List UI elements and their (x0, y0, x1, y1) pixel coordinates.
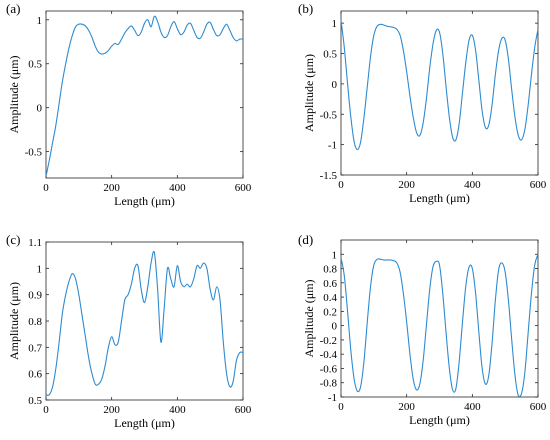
x-tick-label: 600 (235, 182, 252, 194)
series-line-0 (340, 254, 539, 398)
y-tick-label: -0.4 (320, 349, 338, 361)
panel-label: (b) (298, 1, 313, 16)
x-tick-label: 400 (464, 179, 481, 191)
y-tick-label: 0.2 (323, 306, 337, 318)
y-axis-label: Amplitude (μm) (7, 282, 21, 360)
y-tick-label: 0.6 (323, 278, 337, 290)
x-tick-label: 600 (530, 401, 547, 413)
plot-frame (340, 10, 539, 176)
series-line-0 (45, 15, 244, 177)
y-tick-label: -0.5 (25, 147, 43, 159)
x-tick-label: 200 (103, 182, 120, 194)
x-tick-label: 200 (398, 401, 415, 413)
series-line-0 (340, 20, 539, 151)
x-tick-label: 0 (338, 179, 344, 191)
y-tick-label: 1 (37, 263, 43, 275)
y-tick-label: 0.8 (28, 316, 42, 328)
panel-label: (a) (6, 1, 20, 16)
chart-panel-c: 0 200 400 600 0.5 0.6 0.7 0.8 0.9 1 1.1 Length (μm)… (6, 232, 252, 430)
x-tick-label: 0 (338, 401, 344, 413)
chart-panel-a: 0 200 400 600 -0.5 0 0.5 1 Length (μm) Amplitude … (6, 1, 252, 208)
panel-label: (c) (6, 232, 20, 247)
y-tick-label: 1.1 (28, 237, 42, 249)
y-tick-label: 0.5 (323, 49, 337, 61)
plot-frame (45, 241, 244, 401)
y-tick-label: -0.6 (320, 363, 338, 375)
y-tick-label: 0.4 (323, 292, 337, 304)
x-tick-label: 400 (169, 182, 186, 194)
x-tick-label: 600 (235, 404, 252, 416)
y-axis-label: Amplitude (μm) (302, 54, 316, 132)
x-tick-label: 200 (103, 404, 120, 416)
y-tick-label: -0.8 (320, 378, 338, 390)
x-tick-label: 400 (464, 401, 481, 413)
x-tick-label: 200 (398, 179, 415, 191)
plot-frame (45, 10, 244, 179)
y-tick-label: 0 (332, 321, 338, 333)
series-line-0 (45, 250, 244, 396)
chart-panel-b: 0 200 400 600 -1.5 -1 -0.5 0 0.5 1 Length (μm) Ampl… (298, 1, 547, 205)
x-axis-label: Length (μm) (409, 191, 470, 205)
x-tick-label: 400 (169, 404, 186, 416)
y-axis-label: Amplitude (μm) (302, 279, 316, 357)
y-tick-label: -0.5 (320, 109, 338, 121)
x-axis-label: Length (μm) (114, 416, 175, 430)
chart-panel-d: 0 200 400 600 -1 -0.8 -0.6 -0.4 -0.2 0 0.2 0.4 0.6 0.… (298, 232, 547, 427)
y-tick-label: 0.7 (28, 342, 42, 354)
y-tick-label: 0.8 (323, 264, 337, 276)
y-tick-label: 0.9 (28, 290, 42, 302)
x-axis-label: Length (μm) (409, 413, 470, 427)
y-tick-label: 1 (37, 15, 43, 27)
y-tick-label: 1 (332, 18, 338, 30)
y-tick-label: -0.2 (320, 335, 337, 347)
y-tick-label: 0.6 (28, 369, 42, 381)
y-tick-label: -1.5 (320, 170, 338, 182)
y-tick-label: -1 (328, 140, 337, 152)
y-tick-label: 0.5 (28, 395, 42, 407)
x-axis-label: Length (μm) (114, 194, 175, 208)
x-tick-label: 0 (43, 182, 49, 194)
y-tick-label: 0 (332, 79, 338, 91)
y-tick-label: -1 (328, 392, 337, 404)
y-tick-label: 0.5 (28, 59, 42, 71)
y-tick-label: 0 (37, 103, 43, 115)
x-tick-label: 0 (43, 404, 49, 416)
panel-label: (d) (298, 232, 313, 247)
y-tick-label: 1 (332, 249, 338, 261)
x-tick-label: 600 (530, 179, 547, 191)
y-axis-label: Amplitude (μm) (7, 55, 21, 133)
